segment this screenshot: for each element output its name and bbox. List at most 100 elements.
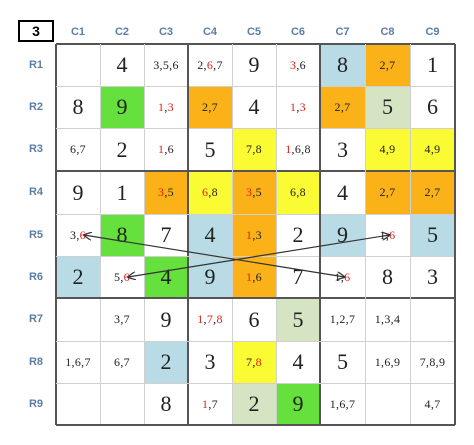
sudoku-cell[interactable]: 2,7	[188, 86, 232, 128]
sudoku-cell[interactable]: 1	[100, 171, 144, 214]
sudoku-cell[interactable]: 2,6,7	[188, 44, 232, 86]
sudoku-cell[interactable]: 1,6,9	[365, 341, 410, 383]
sudoku-cell[interactable]: 8	[56, 86, 100, 128]
sudoku-cell[interactable]: 1	[410, 44, 455, 86]
sudoku-cell[interactable]: 1,6,8	[276, 128, 320, 171]
sudoku-cell[interactable]: 9	[56, 171, 100, 214]
row-header: R4	[28, 186, 44, 198]
candidate-digit: ,	[345, 396, 349, 411]
sudoku-cell[interactable]: 3	[320, 128, 365, 171]
sudoku-cell[interactable]: 9	[188, 256, 232, 298]
sudoku-cell[interactable]: 1,7	[188, 383, 232, 425]
sudoku-cell[interactable]: 9	[320, 214, 365, 256]
sudoku-cell[interactable]: 9	[232, 44, 276, 86]
sudoku-cell[interactable]: 2	[276, 214, 320, 256]
sudoku-cell[interactable]: 5	[320, 341, 365, 383]
sudoku-cell[interactable]: 7	[144, 214, 188, 256]
sudoku-cell[interactable]: 9	[276, 383, 320, 425]
sudoku-cell[interactable]: 4	[144, 256, 188, 298]
sudoku-cell[interactable]: 5	[410, 214, 455, 256]
sudoku-grid: 4 3,5,6 2,6,7 9 3,6 8 2,7 1 8 9 1,3 2,7 4 1,3 2,7 5 6 6,7…	[55, 43, 456, 426]
candidate-digit: 3	[384, 312, 391, 326]
sudoku-cell[interactable]: 2	[100, 128, 144, 171]
sudoku-cell[interactable]: 1,6	[232, 256, 276, 298]
sudoku-cell[interactable]: 2,7	[365, 171, 410, 214]
sudoku-cell[interactable]	[365, 383, 410, 425]
sudoku-cell[interactable]: 3,5	[144, 171, 188, 214]
sudoku-cell[interactable]: 4,9	[365, 128, 410, 171]
sudoku-cell[interactable]	[56, 383, 100, 425]
grid-line	[410, 44, 411, 425]
sudoku-cell[interactable]: 4,7	[410, 383, 455, 425]
sudoku-cell[interactable]: 6,7	[100, 341, 144, 383]
candidate-digit: ,	[296, 99, 300, 114]
cell-candidates: 1,6,9	[375, 355, 401, 370]
sudoku-cell[interactable]: 6,8	[276, 171, 320, 214]
sudoku-cell[interactable]: 1,3	[232, 214, 276, 256]
candidate-digit: 2	[197, 57, 204, 72]
grid-line	[56, 128, 455, 129]
sudoku-cell[interactable]: 8	[320, 44, 365, 86]
sudoku-cell[interactable]	[410, 298, 455, 341]
sudoku-cell[interactable]: 7,8	[232, 341, 276, 383]
sudoku-cell[interactable]: 9	[144, 298, 188, 341]
sudoku-cell[interactable]: 3	[188, 341, 232, 383]
sudoku-cell[interactable]: 1,6	[320, 256, 365, 298]
sudoku-cell[interactable]: 4	[100, 44, 144, 86]
sudoku-cell[interactable]: 1,3	[144, 86, 188, 128]
sudoku-cell[interactable]: 6,8	[188, 171, 232, 214]
sudoku-cell[interactable]	[56, 298, 100, 341]
candidate-digit: ,	[430, 185, 435, 199]
sudoku-cell[interactable]: 2	[144, 341, 188, 383]
candidate-digit: 6	[384, 354, 391, 369]
row-header: R6	[28, 271, 44, 283]
sudoku-cell[interactable]: 2	[232, 383, 276, 425]
sudoku-cell[interactable]: 2	[56, 256, 100, 298]
sudoku-cell[interactable]: 9	[100, 86, 144, 128]
sudoku-cell[interactable]: 6,7	[56, 128, 100, 171]
sudoku-cell[interactable]: 6	[410, 86, 455, 128]
sudoku-cell[interactable]: 1,6,7	[56, 341, 100, 383]
sudoku-cell[interactable]: 2,7	[410, 171, 455, 214]
column-header: C2	[114, 26, 130, 38]
candidate-digit: 2	[379, 185, 386, 199]
sudoku-cell[interactable]	[56, 44, 100, 86]
sudoku-cell[interactable]: 5	[188, 128, 232, 171]
sudoku-cell[interactable]: 4,9	[410, 128, 455, 171]
sudoku-cell[interactable]: 2,7	[320, 86, 365, 128]
sudoku-cell[interactable]: 5	[365, 86, 410, 128]
sudoku-cell[interactable]: 1,6	[144, 128, 188, 171]
sudoku-cell[interactable]: 5,6	[100, 256, 144, 298]
sudoku-cell[interactable]: 7,8,9	[410, 341, 455, 383]
sudoku-cell[interactable]: 6	[232, 298, 276, 341]
sudoku-cell[interactable]: 8	[365, 256, 410, 298]
sudoku-cell[interactable]: 1,6	[365, 214, 410, 256]
sudoku-cell[interactable]: 1,3,4	[365, 298, 410, 341]
row-header: R8	[28, 356, 44, 368]
sudoku-cell[interactable]: 7,8	[232, 128, 276, 171]
sudoku-cell[interactable]: 7	[276, 256, 320, 298]
sudoku-cell[interactable]: 4	[232, 86, 276, 128]
sudoku-cell[interactable]: 1,2,7	[320, 298, 365, 341]
sudoku-cell[interactable]: 1,7,8	[188, 298, 232, 341]
candidate-digit: 7	[348, 312, 356, 326]
sudoku-cell[interactable]: 5	[276, 298, 320, 341]
sudoku-cell[interactable]: 8	[100, 214, 144, 256]
sudoku-cell[interactable]: 3,5,6	[144, 44, 188, 86]
sudoku-cell[interactable]: 8	[144, 383, 188, 425]
cell-value: 6	[248, 306, 260, 332]
sudoku-cell[interactable]: 4	[276, 341, 320, 383]
sudoku-cell[interactable]: 3,6	[276, 44, 320, 86]
cell-candidates: 3,6	[70, 228, 86, 243]
sudoku-cell[interactable]: 4	[188, 214, 232, 256]
sudoku-cell[interactable]: 3,6	[56, 214, 100, 256]
sudoku-cell[interactable]: 3	[410, 256, 455, 298]
sudoku-cell[interactable]: 1,6,7	[320, 383, 365, 425]
sudoku-cell[interactable]: 3,7	[100, 298, 144, 341]
sudoku-cell[interactable]: 1,3	[276, 86, 320, 128]
sudoku-cell[interactable]: 4	[320, 171, 365, 214]
cell-value: 3	[204, 349, 216, 374]
sudoku-cell[interactable]	[100, 383, 144, 425]
sudoku-cell[interactable]: 2,7	[365, 44, 410, 86]
sudoku-cell[interactable]: 3,5	[232, 171, 276, 214]
